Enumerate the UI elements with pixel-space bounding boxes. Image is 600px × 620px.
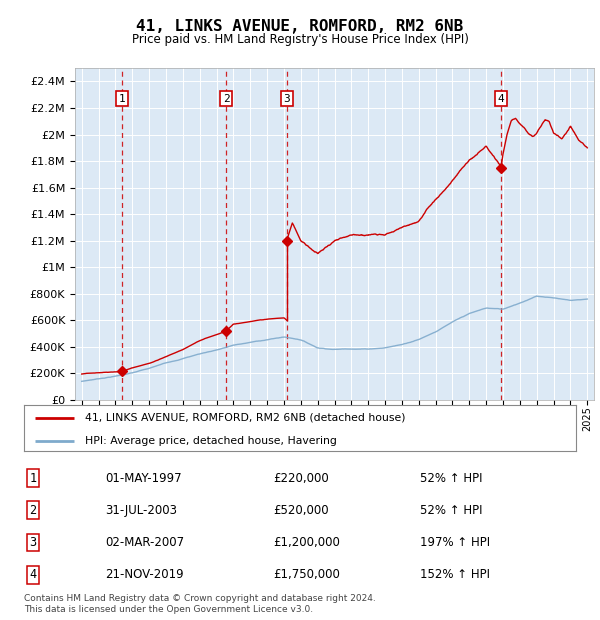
Text: 41, LINKS AVENUE, ROMFORD, RM2 6NB (detached house): 41, LINKS AVENUE, ROMFORD, RM2 6NB (deta… (85, 413, 405, 423)
Text: 2: 2 (29, 504, 37, 516)
Text: 3: 3 (283, 94, 290, 104)
Text: 4: 4 (498, 94, 505, 104)
Text: £220,000: £220,000 (273, 472, 329, 484)
Text: 1: 1 (118, 94, 125, 104)
Text: 01-MAY-1997: 01-MAY-1997 (105, 472, 182, 484)
Text: 31-JUL-2003: 31-JUL-2003 (105, 504, 177, 516)
Text: 4: 4 (29, 569, 37, 581)
Text: Contains HM Land Registry data © Crown copyright and database right 2024.
This d: Contains HM Land Registry data © Crown c… (24, 595, 376, 614)
Text: 52% ↑ HPI: 52% ↑ HPI (420, 504, 482, 516)
Text: 41, LINKS AVENUE, ROMFORD, RM2 6NB: 41, LINKS AVENUE, ROMFORD, RM2 6NB (136, 19, 464, 33)
Text: 152% ↑ HPI: 152% ↑ HPI (420, 569, 490, 581)
Text: £520,000: £520,000 (273, 504, 329, 516)
Text: 52% ↑ HPI: 52% ↑ HPI (420, 472, 482, 484)
Text: 21-NOV-2019: 21-NOV-2019 (105, 569, 184, 581)
Text: 1: 1 (29, 472, 37, 484)
Text: Price paid vs. HM Land Registry's House Price Index (HPI): Price paid vs. HM Land Registry's House … (131, 33, 469, 46)
Text: 2: 2 (223, 94, 230, 104)
Text: £1,750,000: £1,750,000 (273, 569, 340, 581)
Text: 02-MAR-2007: 02-MAR-2007 (105, 536, 184, 549)
Text: 197% ↑ HPI: 197% ↑ HPI (420, 536, 490, 549)
Text: HPI: Average price, detached house, Havering: HPI: Average price, detached house, Have… (85, 436, 337, 446)
Text: £1,200,000: £1,200,000 (273, 536, 340, 549)
Text: 3: 3 (29, 536, 37, 549)
